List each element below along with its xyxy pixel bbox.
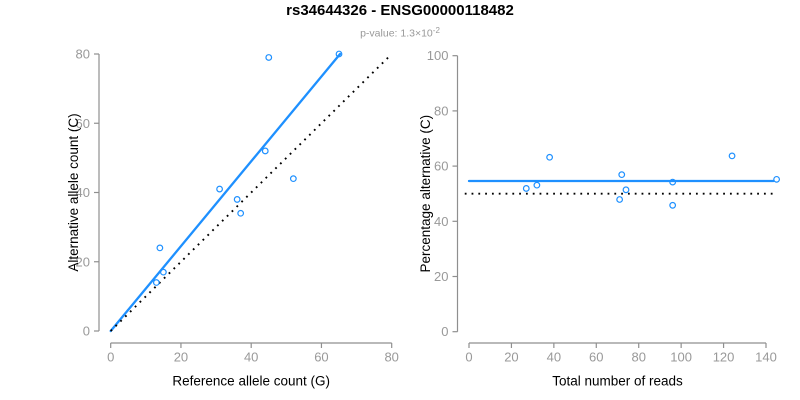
y-axis-title: Percentage alternative (C) bbox=[418, 115, 433, 273]
data-point bbox=[216, 185, 223, 193]
fitted-line bbox=[109, 52, 342, 333]
x-tick-label: 80 bbox=[631, 350, 645, 365]
x-tick-label: 0 bbox=[465, 350, 472, 365]
data-point bbox=[773, 175, 781, 183]
x-tick-label: 20 bbox=[504, 350, 518, 365]
p-value-exponent: -2 bbox=[432, 25, 440, 35]
x-tick-label: 100 bbox=[670, 350, 692, 365]
data-point bbox=[618, 171, 626, 179]
data-point bbox=[616, 196, 624, 203]
x-tick-label: 60 bbox=[314, 350, 328, 365]
y-tick-label: 60 bbox=[76, 116, 90, 131]
data-point bbox=[156, 244, 164, 252]
x-tick-label: 60 bbox=[589, 350, 603, 365]
y-tick-label: 20 bbox=[434, 269, 448, 284]
left-plot-allele-counts: 0 20 40 60 80 0 20 40 60 80 Reference allele count… bbox=[66, 47, 399, 389]
data-point bbox=[522, 185, 530, 192]
y-tick-label: 60 bbox=[434, 159, 448, 174]
x-tick-label: 20 bbox=[174, 350, 188, 365]
x-tick-label: 80 bbox=[384, 350, 398, 365]
x-tick-label: 120 bbox=[713, 350, 735, 365]
data-point bbox=[335, 50, 343, 58]
data-point bbox=[622, 186, 630, 194]
data-point bbox=[237, 209, 245, 217]
y-tick-label: 0 bbox=[83, 324, 90, 339]
data-point bbox=[152, 279, 160, 286]
data-point bbox=[233, 196, 241, 203]
data-point bbox=[546, 153, 554, 161]
y-axis-title: Alternative allele count (C) bbox=[66, 113, 81, 271]
right-plot-percentage-reads: 0 20 40 60 80 100 0 20 40 60 80 100 120 140 Total numb… bbox=[418, 48, 781, 389]
data-point bbox=[669, 178, 677, 186]
x-tick-label: 40 bbox=[244, 350, 258, 365]
y-tick-label: 40 bbox=[76, 185, 90, 200]
identity-line bbox=[110, 55, 391, 332]
y-tick-label: 100 bbox=[427, 48, 449, 63]
x-tick-label: 140 bbox=[755, 350, 777, 365]
data-point bbox=[159, 268, 167, 276]
data-point bbox=[261, 147, 269, 155]
data-point bbox=[533, 181, 541, 189]
data-point bbox=[669, 201, 677, 209]
data-point bbox=[728, 152, 736, 160]
y-tick-label: 20 bbox=[76, 254, 90, 269]
data-point bbox=[265, 54, 273, 61]
x-axis-title: Total number of reads bbox=[552, 374, 683, 389]
x-tick-label: 40 bbox=[547, 350, 561, 365]
y-tick-label: 40 bbox=[434, 214, 448, 229]
x-axis-title: Reference allele count (G) bbox=[172, 374, 330, 389]
figure-title: rs34644326 - ENSG00000118482 bbox=[286, 2, 514, 19]
y-tick-label: 0 bbox=[441, 324, 448, 339]
p-value-text: p-value: 1.3×10 bbox=[360, 27, 433, 40]
data-point bbox=[289, 175, 297, 183]
y-tick-label: 80 bbox=[76, 47, 90, 62]
y-tick-label: 80 bbox=[434, 103, 448, 118]
figure-subtitle: p-value: 1.3×10-2 bbox=[0, 25, 800, 40]
x-tick-label: 0 bbox=[107, 350, 114, 365]
